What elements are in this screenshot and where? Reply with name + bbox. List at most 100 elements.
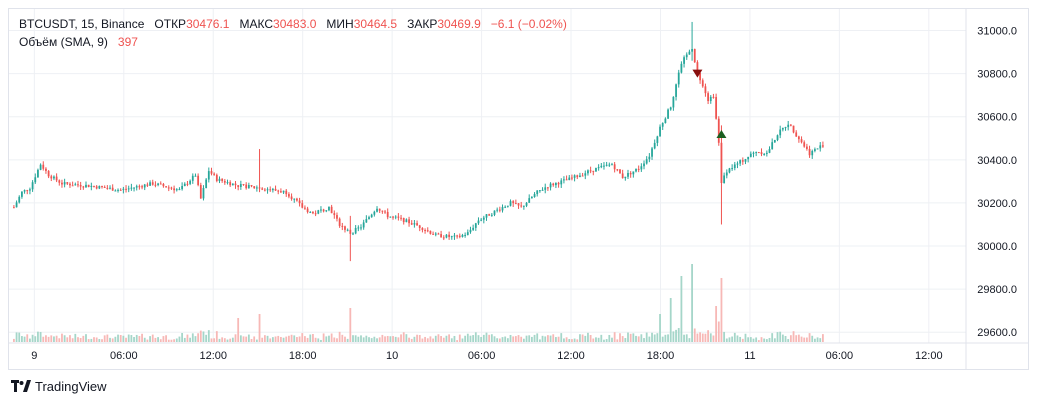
volume-bar [672,331,675,342]
volume-bar [77,337,79,342]
candle-body [301,203,304,208]
volume-bar [693,328,696,342]
candle-body [93,185,95,187]
price-tick-label: 30200.0 [977,198,1017,210]
candle-body [456,235,459,237]
candle-body [173,188,175,191]
volume-bar [555,337,557,342]
candle-body [592,170,595,172]
candle-body [520,205,523,207]
volume-bar [31,334,34,342]
volume-bar [34,336,37,342]
volume-bar [701,333,704,342]
candle-body [480,219,483,221]
candle-body [194,175,197,177]
candle-body [189,180,192,184]
candle-body [247,185,250,189]
candle-body [814,149,816,151]
volume-bar [560,333,563,342]
volume-bar [464,335,467,342]
volume-bar [696,333,699,342]
volume-bar [768,337,771,342]
volume-label[interactable]: Объём (SMA, 9) [19,35,108,49]
candle-body [109,187,111,189]
volume-bar [760,337,763,342]
time-tick-label: 12:00 [557,350,585,362]
volume-bar [744,333,747,342]
volume-bar [373,336,376,342]
candle-body [656,136,659,143]
candle-body [314,213,317,215]
candle-body [365,219,368,223]
volume-bar [587,332,589,342]
candle-body [357,227,360,229]
candle-body [421,227,424,231]
volume-bar [627,332,629,342]
candle-body [667,109,669,119]
candle-body [536,190,539,195]
volume-bar [771,333,774,342]
volume-bar [544,336,547,342]
candle-body [552,183,555,186]
candle-body [605,164,608,166]
candle-body [354,227,357,234]
time-axis[interactable]: 9 06:00 12:00 18:00 10 06:00 12:00 18:00 11 06:00… [31,350,942,362]
candle-body [512,201,515,204]
candle-body [696,62,699,74]
volume-bar [490,334,493,342]
volume-bar [589,335,592,342]
volume-bar [624,338,627,342]
candle-body [461,234,464,237]
candle-body [424,230,426,232]
candlestick-chart[interactable]: 31000.0 30800.0 30600.0 30400.0 30200.0 30000… [9,9,1028,369]
volume-bar [301,333,304,342]
candle-body [274,188,277,191]
symbol-label[interactable]: BTCUSDT, 15, Binance [19,17,145,31]
volume-bar [79,337,82,342]
candle-body [477,220,480,224]
volume-bar [651,332,653,342]
candle-body [712,96,715,98]
volume-bar [571,339,573,342]
candle-body [819,145,822,149]
volume-bar [357,336,360,342]
candle-body [418,225,421,228]
candle-body [760,152,763,155]
change-value: −6.1 (−0.02%) [490,17,567,31]
volume-bar [325,336,328,342]
volume-bar [253,336,256,342]
volume-bar [130,335,133,342]
volume-bar [95,337,98,342]
tradingview-brand[interactable]: TradingView [11,378,107,394]
volume-bar [600,334,603,342]
volume-bar [525,335,528,342]
chart-frame: 31000.0 30800.0 30600.0 30400.0 30200.0 30000… [8,8,1029,370]
volume-bar [421,338,424,342]
volume-bar [635,335,637,342]
candle-body [378,208,381,211]
volume-bar [341,334,344,342]
candle-body [432,233,434,235]
time-tick-label: 06:00 [110,350,138,362]
candle-body [643,163,645,167]
volume-bar [405,334,408,342]
price-axis[interactable]: 31000.0 30800.0 30600.0 30400.0 30200.0 30000… [977,26,1017,340]
volume-bar [39,331,42,342]
volume-bar [637,336,640,342]
candle-body [402,218,405,223]
volume-bar [394,336,397,342]
candle-body [26,190,29,192]
volume-bar [808,333,811,342]
volume-bar [277,335,280,342]
candle-body [752,152,755,154]
volume-bar [739,336,742,342]
candle-body [408,219,410,224]
candle-body [506,205,509,207]
candle-body [98,186,101,189]
close-value: 30469.9 [437,17,481,31]
volume-bar [290,334,293,342]
volume-bar [346,338,349,342]
candle-body [405,219,408,223]
volume-bar [181,332,184,342]
candle-body [21,191,23,197]
